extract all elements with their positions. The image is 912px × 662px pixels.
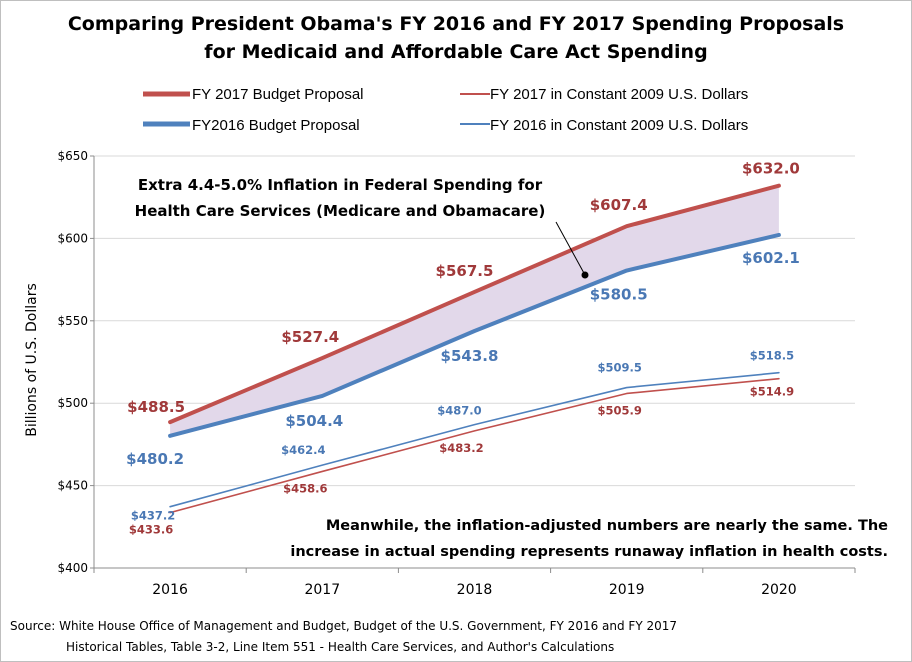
source-line-2: Historical Tables, Table 3-2, Line Item … xyxy=(66,640,614,654)
series-lines xyxy=(168,183,781,514)
data-label-fy2017-real-2016: $433.6 xyxy=(129,523,173,537)
data-label-fy2017-real-2019: $505.9 xyxy=(598,403,642,417)
y-axis-label: Billions of U.S. Dollars xyxy=(24,283,40,437)
data-label-fy2016-2019: $580.5 xyxy=(590,286,648,304)
band-note-pointer-dot xyxy=(581,271,589,279)
x-tick-labels: 2016 2017 2018 2019 2020 xyxy=(152,582,796,598)
legend-label-fy2017: FY 2017 Budget Proposal xyxy=(192,86,364,103)
x-tick-label-2016: 2016 xyxy=(152,582,188,598)
data-label-fy2017-2019: $607.4 xyxy=(590,196,648,214)
data-label-fy2017-2017: $527.4 xyxy=(281,328,339,346)
legend: FY 2017 Budget Proposal FY2016 Budget Pr… xyxy=(143,86,748,134)
y-tick-label-550: $550 xyxy=(57,314,88,328)
source-line-1: Source: White House Office of Management… xyxy=(10,619,677,633)
inflation-band xyxy=(170,185,779,436)
data-label-fy2017-2016: $488.5 xyxy=(127,398,185,416)
y-tick-label-450: $450 xyxy=(57,479,88,493)
data-label-fy2016-2016: $480.2 xyxy=(126,450,184,468)
y-tick-label-650: $650 xyxy=(57,149,88,163)
legend-label-fy2016-real: FY 2016 in Constant 2009 U.S. Dollars xyxy=(490,117,748,134)
x-tick-label-2020: 2020 xyxy=(761,582,797,598)
x-tick-label-2017: 2017 xyxy=(304,582,340,598)
data-label-fy2017-real-2020: $514.9 xyxy=(750,385,794,399)
inflation-band-area xyxy=(170,185,779,436)
x-tick-label-2018: 2018 xyxy=(457,582,493,598)
data-label-fy2016-real-2017: $462.4 xyxy=(281,443,325,457)
legend-label-fy2016: FY2016 Budget Proposal xyxy=(192,117,360,134)
y-tick-label-400: $400 xyxy=(57,561,88,575)
data-label-fy2017-2020: $632.0 xyxy=(742,160,800,178)
bottom-note-line-1: Meanwhile, the inflation-adjusted number… xyxy=(326,518,888,534)
data-label-fy2016-real-2020: $518.5 xyxy=(750,349,794,363)
data-label-fy2016-real-2016: $437.2 xyxy=(131,509,175,523)
data-label-fy2016-2020: $602.1 xyxy=(742,249,800,267)
legend-label-fy2017-real: FY 2017 in Constant 2009 U.S. Dollars xyxy=(490,86,748,103)
data-label-fy2016-real-2018: $487.0 xyxy=(437,404,481,418)
band-note-line-1: Extra 4.4-5.0% Inflation in Federal Spen… xyxy=(138,176,543,194)
bottom-note-line-2: increase in actual spending represents r… xyxy=(290,544,888,560)
y-tick-label-500: $500 xyxy=(57,396,88,410)
data-label-fy2016-2018: $543.8 xyxy=(441,347,499,365)
y-tick-labels: $400 $450 $500 $550 $600 $650 xyxy=(57,149,88,575)
band-note-pointer xyxy=(555,221,586,276)
chart-title-line-1: Comparing President Obama's FY 2016 and … xyxy=(68,13,844,35)
y-tick-label-600: $600 xyxy=(57,231,88,245)
data-label-fy2017-2018: $567.5 xyxy=(436,262,494,280)
data-labels: $488.5 $527.4 $567.5 $607.4 $632.0 $480.2 $504… xyxy=(126,160,800,537)
data-label-fy2017-real-2017: $458.6 xyxy=(283,481,327,495)
chart-title-line-2: for Medicaid and Affordable Care Act Spe… xyxy=(204,41,707,63)
x-tick-label-2019: 2019 xyxy=(609,582,645,598)
data-label-fy2017-real-2018: $483.2 xyxy=(439,441,483,455)
band-note-line-2: Health Care Services (Medicare and Obama… xyxy=(135,202,546,220)
data-label-fy2016-real-2019: $509.5 xyxy=(598,361,642,375)
data-label-fy2016-2017: $504.4 xyxy=(285,412,343,430)
